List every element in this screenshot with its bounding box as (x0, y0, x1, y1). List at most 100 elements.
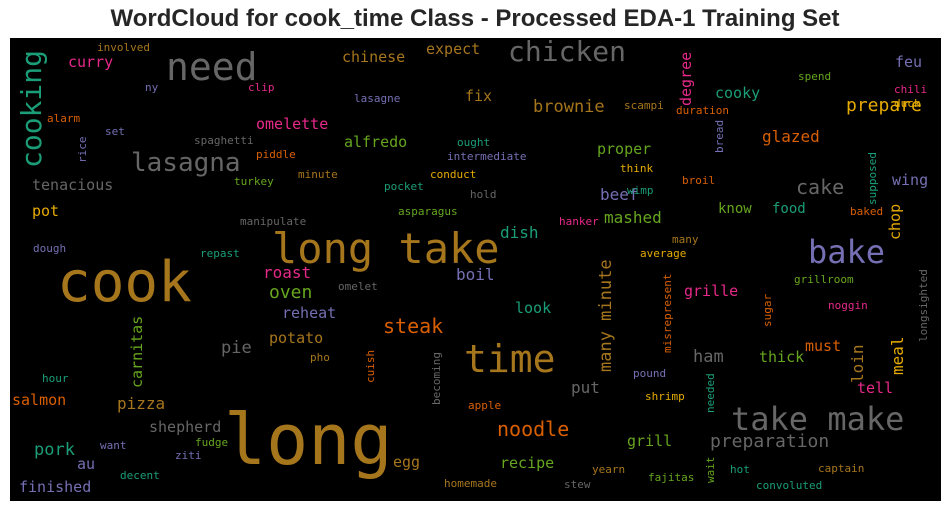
word-needed: needed (704, 373, 717, 413)
word-noodle: noodle (497, 417, 570, 441)
word-pie: pie (221, 338, 252, 358)
word-glazed: glazed (762, 127, 820, 146)
word-asparagus: asparagus (398, 205, 458, 218)
word-think: think (620, 162, 654, 175)
word-rice: rice (76, 136, 89, 164)
word-chili: chili (894, 83, 928, 96)
word-wimp: wimp (627, 184, 654, 197)
word-alarm: alarm (47, 112, 81, 125)
word-duration: duration (676, 104, 729, 117)
word-cake: cake (796, 175, 845, 199)
word-potato: potato (269, 329, 324, 347)
word-noggin: noggin (828, 299, 868, 312)
word-pork: pork (34, 440, 75, 460)
word-pocket: pocket (384, 180, 424, 193)
word-chop: chop (886, 203, 904, 240)
word-repast: repast (200, 247, 240, 260)
word-manipulate: manipulate (240, 215, 307, 228)
word-intermediate: intermediate (447, 150, 527, 163)
word-alfredo: alfredo (344, 133, 408, 151)
word-longsighted: longsighted (917, 269, 930, 342)
word-pot: pot (32, 202, 60, 220)
word-duck: duck (894, 97, 921, 110)
word-cook: cook (57, 250, 192, 315)
word-degree: degree (677, 51, 695, 106)
word-brownie: brownie (533, 97, 605, 117)
word-ziti: ziti (175, 449, 202, 462)
word-want: want (100, 439, 127, 452)
word-homemade: homemade (444, 477, 497, 490)
word-spend: spend (798, 70, 832, 83)
word-tenacious: tenacious (32, 176, 114, 194)
word-long: long (224, 399, 393, 481)
word-grillroom: grillroom (794, 273, 854, 286)
word-finished: finished (19, 478, 92, 496)
word-many-minute: many minute (596, 259, 616, 372)
word-dough: dough (33, 242, 67, 255)
word-lasagna: lasagna (131, 148, 241, 178)
word-conduct: conduct (430, 168, 477, 181)
word-spaghetti: spaghetti (194, 134, 254, 147)
word-omelet: omelet (338, 280, 378, 293)
word-put: put (571, 378, 600, 397)
word-dish: dish (500, 223, 539, 242)
word-boil: boil (456, 265, 495, 284)
word-lasagne: lasagne (354, 92, 401, 105)
word-cloud-canvas: cook long long take time take make need chicke… (10, 38, 941, 501)
word-cuish: cuish (364, 349, 377, 383)
word-look: look (515, 299, 552, 317)
word-ought: ought (457, 136, 491, 149)
word-preparation: preparation (710, 431, 830, 452)
word-roast: roast (263, 263, 312, 282)
word-hold: hold (470, 188, 497, 201)
word-hot: hot (730, 463, 750, 476)
page-title: WordCloud for cook_time Class - Processe… (110, 5, 840, 32)
word-wait: wait (704, 456, 717, 484)
word-chicken: chicken (508, 38, 627, 68)
word-know: know (718, 201, 752, 217)
word-decent: decent (120, 469, 160, 482)
word-wing: wing (892, 171, 929, 189)
word-yearn: yearn (592, 463, 626, 476)
word-time: time (464, 337, 556, 381)
word-proper: proper (597, 140, 652, 158)
word-carnitas: carnitas (128, 315, 146, 388)
word-stew: stew (564, 478, 591, 491)
word-reheat: reheat (282, 304, 337, 322)
word-grille: grille (684, 282, 739, 300)
word-long-take: long take (272, 224, 500, 273)
word-feu: feu (895, 53, 923, 71)
word-clip: clip (248, 81, 275, 94)
word-curry: curry (68, 53, 114, 71)
word-au: au (77, 455, 96, 473)
word-supposed: supposed (866, 152, 879, 205)
word-cooking: cooking (15, 49, 48, 168)
word-egg: egg (393, 453, 421, 471)
word-fudge: fudge (195, 436, 229, 449)
word-scampi: scampi (624, 99, 664, 112)
word-sugar: sugar (761, 293, 774, 327)
word-salmon: salmon (12, 391, 67, 409)
word-set: set (105, 125, 125, 138)
word-pizza: pizza (117, 394, 166, 413)
word-hanker: hanker (559, 215, 599, 228)
word-captain: captain (818, 462, 865, 475)
word-many: many (672, 233, 699, 246)
word-recipe: recipe (500, 454, 555, 472)
word-food: food (772, 201, 806, 217)
word-steak: steak (383, 314, 444, 338)
word-piddle: piddle (256, 148, 296, 161)
word-chinese: chinese (342, 48, 406, 66)
word-ny: ny (145, 81, 159, 94)
word-omelette: omelette (256, 115, 329, 133)
word-turkey: turkey (234, 175, 274, 188)
word-grill: grill (627, 432, 673, 450)
word-fajitas: fajitas (648, 471, 695, 484)
word-becoming: becoming (430, 352, 443, 405)
word-prepare: prepare (846, 95, 922, 116)
word-apple: apple (468, 399, 502, 412)
word-cooky: cooky (715, 84, 761, 102)
word-involved: involved (97, 41, 150, 54)
word-mashed: mashed (604, 208, 662, 227)
word-ham: ham (693, 347, 724, 367)
